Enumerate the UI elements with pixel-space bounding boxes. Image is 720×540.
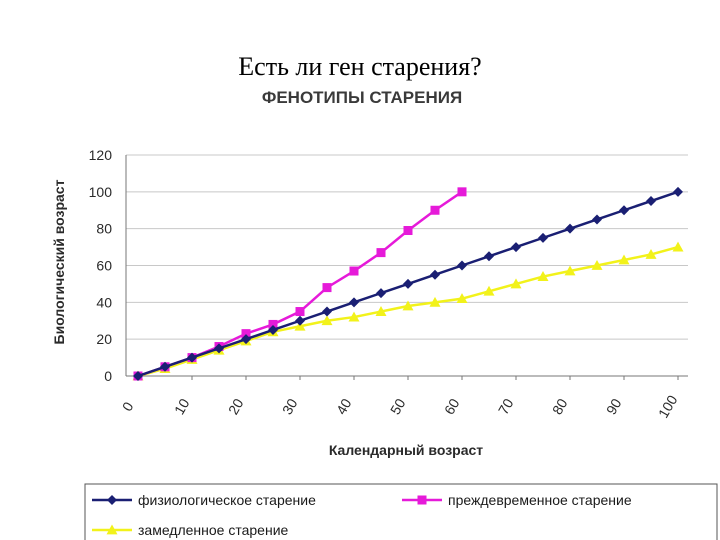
x-tick-label: 20 — [225, 396, 247, 418]
legend-marker-physio — [107, 495, 117, 505]
axes — [125, 155, 688, 380]
x-tick-label: 100 — [655, 392, 681, 420]
x-tick-label: 30 — [279, 396, 301, 418]
y-tick-labels: 0 20 40 60 80 100 120 — [89, 147, 113, 384]
legend-box — [84, 483, 718, 540]
series-premature — [133, 187, 467, 381]
data-point-physio — [430, 269, 440, 280]
x-tick-label: 40 — [333, 396, 355, 418]
legend-label-slow: замедленное старение — [138, 522, 289, 538]
data-point-slow — [348, 311, 360, 322]
x-tick-labels: 0 10 20 30 40 50 60 70 80 90 100 — [119, 392, 681, 420]
legend: физиологическое старение преждевременное … — [84, 483, 718, 540]
legend-marker-slow — [106, 524, 118, 535]
y-tick-label: 40 — [96, 294, 112, 310]
y-tick-label: 20 — [96, 331, 112, 347]
data-point-slow — [591, 260, 603, 270]
legend-marker-premature — [417, 495, 427, 505]
data-point-physio — [511, 242, 521, 253]
data-point-physio — [673, 186, 683, 197]
data-point-physio — [565, 223, 575, 234]
y-tick-label: 60 — [96, 258, 112, 274]
data-point-premature — [241, 329, 251, 339]
data-point-physio — [241, 334, 251, 345]
data-point-physio — [376, 288, 386, 299]
data-point-premature — [403, 226, 413, 236]
x-tick-label: 10 — [171, 396, 193, 418]
data-point-physio — [160, 361, 170, 372]
data-point-premature — [430, 205, 440, 215]
data-point-physio — [619, 205, 629, 216]
y-axis-title: Биологический возраст — [51, 179, 67, 344]
data-point-premature — [322, 283, 332, 293]
data-point-slow — [645, 248, 657, 259]
legend-item-physio: физиологическое старение — [92, 492, 316, 508]
data-point-premature — [457, 187, 467, 197]
legend-label-physio: физиологическое старение — [138, 492, 316, 508]
data-point-physio — [457, 260, 467, 271]
y-tick-label: 120 — [89, 147, 113, 163]
chart-title: ФЕНОТИПЫ СТАРЕНИЯ — [262, 88, 462, 107]
x-tick-label: 50 — [387, 396, 409, 418]
data-point-slow — [429, 296, 441, 307]
data-point-physio — [322, 306, 332, 317]
y-tick-label: 100 — [89, 184, 113, 200]
data-point-physio — [538, 232, 548, 243]
data-point-premature — [376, 248, 386, 258]
y-tick-label: 80 — [96, 221, 112, 237]
series-physio — [133, 186, 683, 381]
data-point-slow — [402, 300, 414, 311]
x-tick-label: 70 — [495, 396, 517, 418]
grid-lines — [126, 154, 688, 340]
data-point-physio — [214, 343, 224, 354]
data-point-premature — [268, 319, 278, 329]
page-title: Есть ли ген старения? — [238, 52, 482, 81]
legend-item-slow: замедленное старение — [92, 522, 289, 538]
data-point-physio — [349, 297, 359, 308]
data-point-slow — [672, 241, 684, 252]
x-tick-label: 80 — [549, 396, 571, 418]
legend-item-premature: преждевременное старение — [402, 492, 632, 508]
data-point-slow — [618, 254, 630, 265]
legend-label-premature: преждевременное старение — [448, 492, 632, 508]
data-point-slow — [510, 278, 522, 289]
x-tick-label: 60 — [441, 396, 463, 418]
data-point-slow — [321, 315, 333, 326]
data-point-premature — [295, 307, 305, 317]
data-point-physio — [484, 251, 494, 262]
data-point-physio — [403, 278, 413, 289]
x-tick-label: 0 — [119, 399, 137, 414]
y-tick-label: 0 — [104, 368, 112, 384]
series-layer — [132, 186, 684, 381]
data-point-slow — [456, 293, 468, 304]
data-point-physio — [133, 371, 143, 381]
series-line-premature — [137, 190, 463, 378]
data-point-physio — [592, 214, 602, 225]
x-axis-title: Календарный возраст — [329, 442, 483, 458]
data-point-premature — [349, 266, 359, 276]
data-point-physio — [295, 315, 305, 326]
data-point-slow — [537, 271, 549, 281]
data-point-physio — [646, 196, 656, 207]
data-point-slow — [483, 285, 495, 296]
x-tick-label: 90 — [603, 396, 625, 418]
data-point-slow — [564, 265, 576, 276]
data-point-physio — [187, 352, 197, 363]
data-point-slow — [375, 306, 387, 316]
data-point-physio — [268, 324, 278, 335]
series-slow — [132, 241, 684, 381]
